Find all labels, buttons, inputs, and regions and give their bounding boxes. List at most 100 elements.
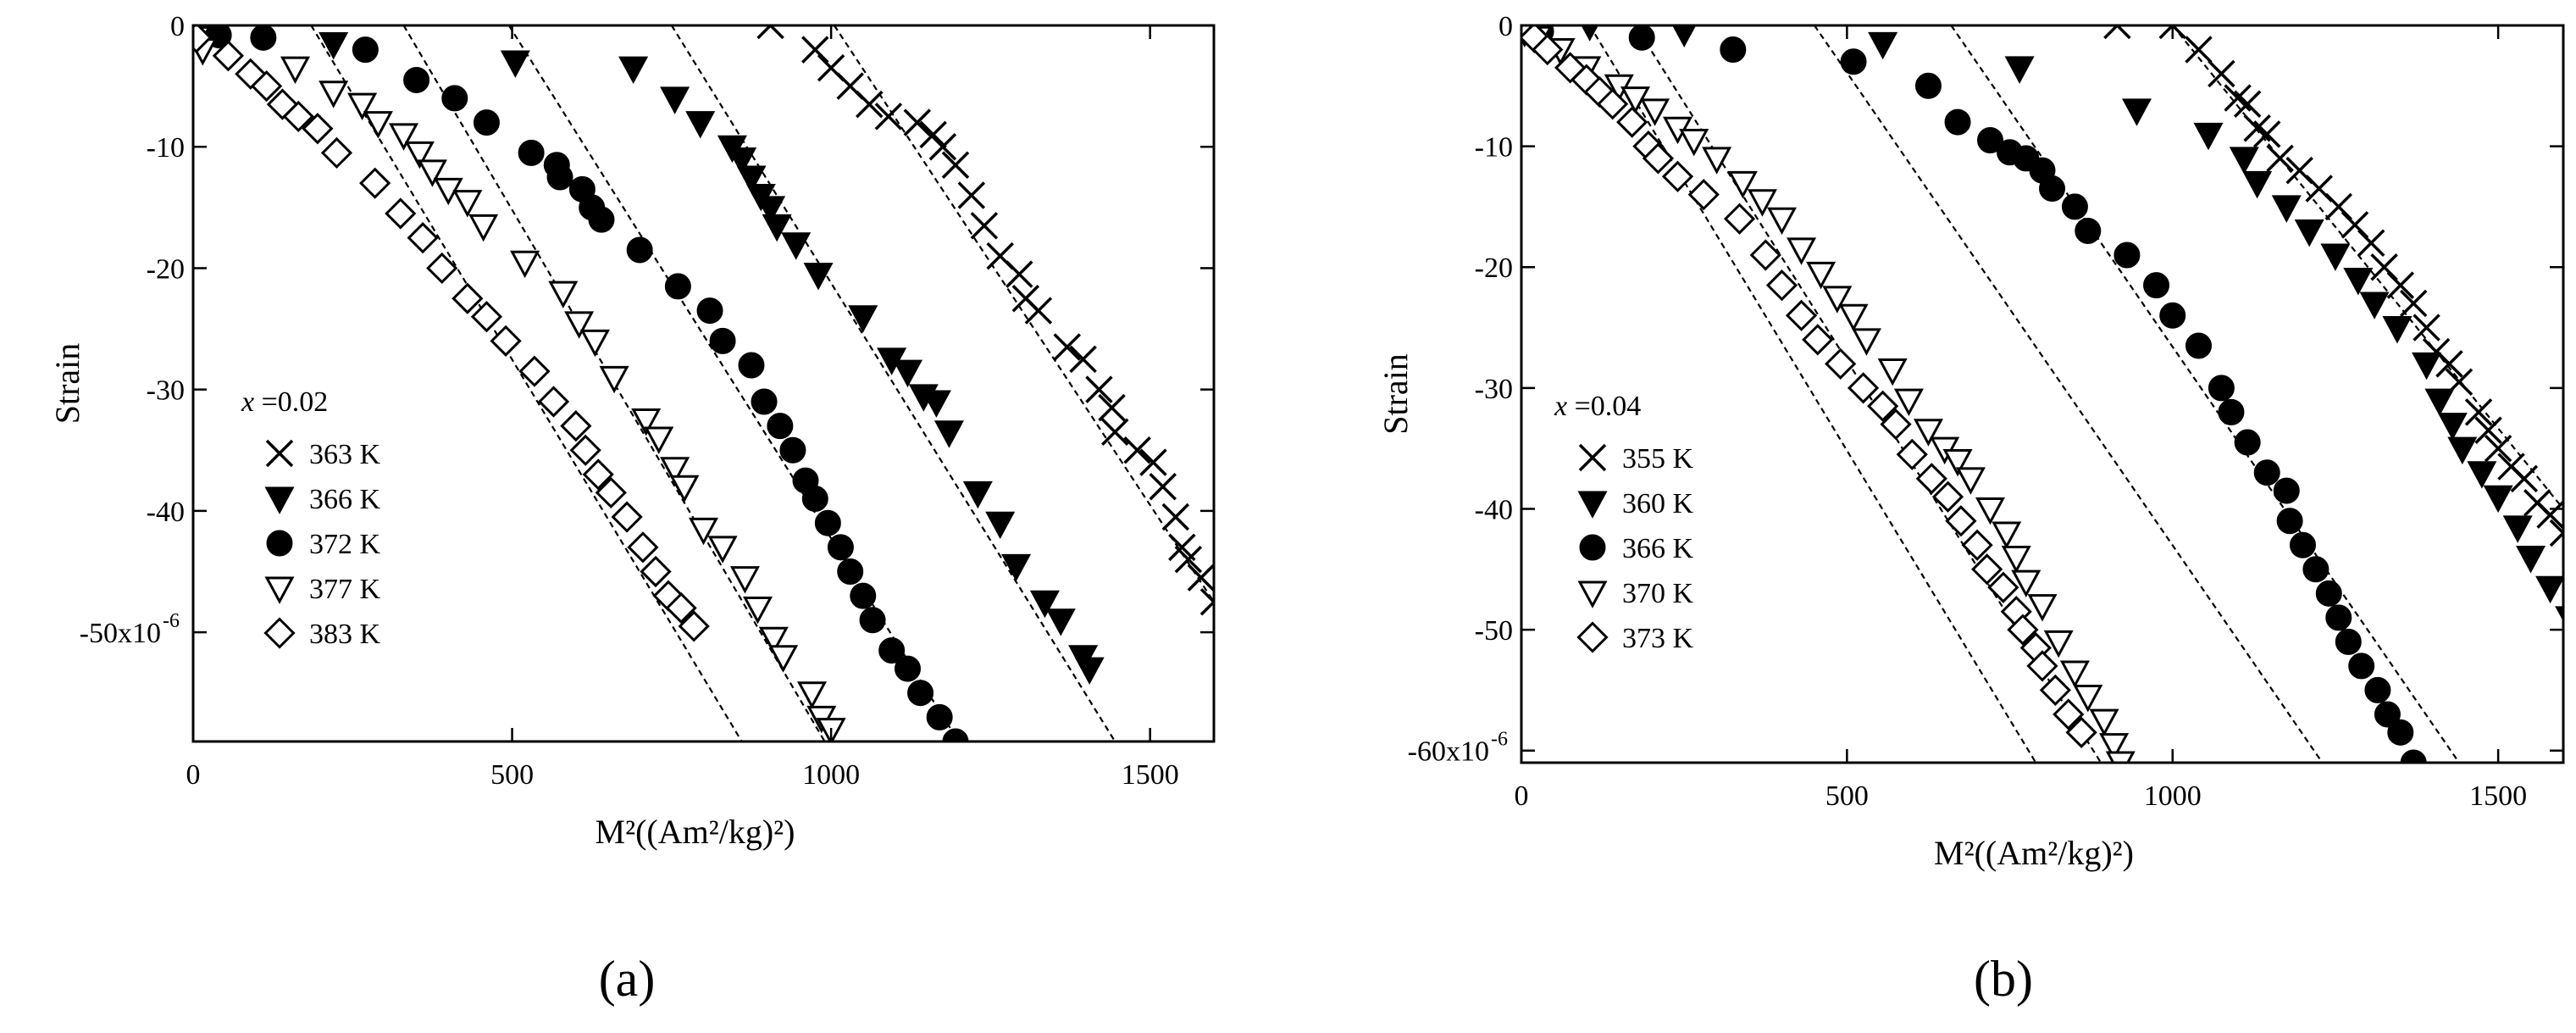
- panel-a-point-363k-16: [1055, 335, 1080, 360]
- panel-b-point-373k-17: [1826, 350, 1854, 378]
- panel-a-point-372k-8: [518, 140, 544, 165]
- panel-a-point-363k-24: [1163, 504, 1188, 530]
- panel-a-legend-title: x =0.02: [241, 386, 328, 418]
- panel-a-point-363k-19: [1100, 395, 1125, 420]
- panel-a-point-363k-23: [1150, 474, 1176, 499]
- panel-b-point-360k-7: [2245, 172, 2270, 196]
- panel-label-b: (b): [1974, 951, 2033, 1007]
- panel-b-point-366k-15: [2114, 242, 2140, 268]
- panel-a-legend-marker-363k: [267, 441, 292, 466]
- panel-b-legend-marker-373k: [1579, 624, 1607, 652]
- panel-a-point-366k-0: [321, 33, 346, 57]
- panel-a-point-363k-11: [972, 213, 997, 238]
- panel-b-point-370k-27: [2014, 571, 2039, 595]
- panel-a-point-383k-21: [613, 503, 641, 531]
- panel-b-point-366k-5: [1841, 49, 1866, 75]
- panel-a-legend-label-363k: 363 K: [309, 439, 381, 470]
- panel-a-point-372k-25: [828, 535, 853, 560]
- panel-b-legend-marker-355k: [1580, 445, 1605, 470]
- panel-a-point-377k-2: [283, 58, 308, 81]
- panel-a-legend-label-366k: 366 K: [309, 484, 381, 515]
- panel-b-point-366k-6: [1915, 73, 1941, 98]
- panel-b-point-360k-17: [2450, 438, 2475, 462]
- panel-a-point-363k-15: [1026, 298, 1051, 324]
- panel-b-point-373k-15: [1787, 302, 1815, 330]
- panel-a-point-377k-3: [321, 82, 346, 106]
- panel-a-y-tick-label: -20: [147, 253, 185, 285]
- panel-b-point-366k-7: [1945, 109, 1970, 135]
- panel-b-point-366k-26: [2303, 557, 2329, 582]
- panel-a-point-366k-25: [1077, 658, 1102, 682]
- panel-b-point-360k-16: [2440, 414, 2465, 438]
- panel-b-point-366k-30: [2349, 653, 2374, 679]
- panel-a-y-tick-label: 0: [170, 11, 185, 42]
- panel-a-point-366k-13: [850, 307, 876, 330]
- panel-b-point-373k-7: [1618, 108, 1646, 136]
- panel-b-point-366k-23: [2274, 478, 2299, 503]
- panel-a-point-372k-3: [251, 25, 276, 50]
- panel-b-point-366k-14: [2075, 218, 2101, 243]
- panel-b-point-360k-11: [2346, 269, 2371, 293]
- panel-b-point-360k-21: [2518, 547, 2544, 571]
- panel-a-point-377k-5: [365, 113, 391, 136]
- panel-a-legend-marker-383k: [266, 619, 294, 647]
- panel-a-point-377k-13: [551, 282, 576, 306]
- panel-b-point-360k-6: [2231, 148, 2257, 172]
- panel-b-point-366k-22: [2254, 460, 2280, 486]
- panel-b-fit-line-355k: [2173, 25, 2563, 508]
- panel-b-point-373k-14: [1768, 271, 1796, 299]
- panel-b-legend-label-373k: 373 K: [1622, 623, 1694, 654]
- panel-a-point-372k-26: [838, 558, 863, 584]
- panel-a-y-exponent: -6: [163, 610, 180, 632]
- panel-b-point-366k-4: [1720, 37, 1746, 63]
- panel-b-legend-marker-370k: [1580, 582, 1605, 606]
- panel-b-point-370k-30: [2062, 662, 2087, 686]
- panel-b-point-360k-22: [2538, 577, 2563, 601]
- panel-a-point-372k-32: [927, 704, 952, 730]
- panel-a-legend-label-383k: 383 K: [309, 619, 381, 650]
- panel-a-point-372k-4: [352, 37, 378, 63]
- panel-a-point-372k-23: [802, 486, 828, 512]
- panel-a-point-363k-20: [1102, 419, 1127, 445]
- panel-b-point-366k-31: [2365, 677, 2390, 703]
- panel-b-y-tick-label: -40: [1475, 494, 1513, 525]
- panel-a-point-377k-20: [672, 476, 697, 500]
- panel-b-point-373k-13: [1752, 241, 1780, 269]
- panel-b-point-360k-12: [2362, 293, 2387, 317]
- panel-b-point-366k-28: [2326, 605, 2352, 630]
- panel-a-point-372k-15: [665, 274, 690, 299]
- panel-a-point-366k-2: [621, 58, 646, 81]
- panel-b-point-355k-5: [2235, 92, 2260, 117]
- panel-a-legend-label-377k: 377 K: [309, 574, 381, 605]
- panel-a-point-363k-6: [905, 110, 930, 136]
- panel-b-point-366k-3: [1629, 25, 1654, 50]
- panel-a-x-tick-label: 500: [490, 759, 534, 791]
- panel-b-fit-line-366k: [1814, 25, 2323, 763]
- panel-b-point-370k-29: [2046, 631, 2071, 655]
- panel-a-point-366k-11: [784, 234, 809, 258]
- panel-a-point-372k-19: [751, 389, 777, 414]
- panel-a-point-372k-16: [697, 298, 723, 324]
- panel-a-point-383k-9: [386, 199, 414, 227]
- panel-a-point-366k-15: [895, 361, 921, 385]
- panel-a-point-366k-12: [806, 264, 831, 288]
- panel-b-point-373k-21: [1898, 441, 1926, 469]
- panel-b-point-355k-7: [2254, 121, 2280, 147]
- panel-a-point-383k-15: [520, 358, 548, 386]
- panel-a-fit-line-372k: [509, 25, 959, 741]
- panel-b-point-373k-18: [1849, 374, 1877, 402]
- panel-a-x-tick-label: 1500: [1122, 759, 1179, 791]
- panel-b-y-tick-label: -10: [1475, 132, 1513, 164]
- panel-a-point-366k-23: [1048, 610, 1073, 634]
- panel-a-point-372k-20: [767, 414, 793, 439]
- panel-a-point-363k-8: [930, 134, 956, 159]
- panel-a-point-372k-5: [404, 67, 429, 92]
- panel-a-point-363k-17: [1071, 347, 1096, 372]
- panel-a-y-axis-label: Strain: [48, 343, 86, 425]
- panel-a-point-383k-22: [629, 533, 656, 561]
- panel-a-point-383k-8: [361, 169, 389, 197]
- panel-b-point-370k-25: [1994, 523, 2019, 547]
- panel-b-legend-label-355k: 355 K: [1622, 443, 1694, 475]
- panel-a-point-366k-21: [1004, 555, 1029, 579]
- panel-a-point-372k-31: [908, 680, 933, 706]
